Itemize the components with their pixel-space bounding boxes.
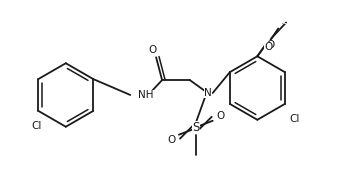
Text: NH: NH [138,90,154,100]
Text: S: S [192,121,200,134]
Text: N: N [204,88,212,98]
Text: O: O [216,111,225,121]
Text: O: O [264,42,272,52]
Text: Cl: Cl [31,121,42,131]
Text: methoxy: methoxy [282,23,288,24]
Text: O: O [148,45,156,55]
Text: O: O [266,40,275,50]
Text: Cl: Cl [290,114,300,124]
Text: O: O [168,135,176,145]
